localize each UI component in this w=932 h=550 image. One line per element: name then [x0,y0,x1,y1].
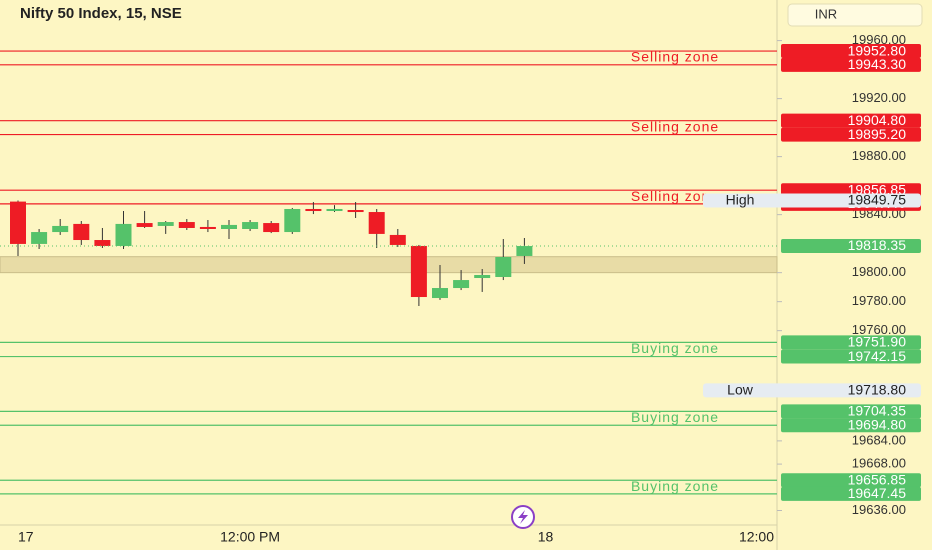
candle-body [284,208,301,233]
zone-label: Selling zone [631,118,719,134]
lightning-icon [518,510,528,524]
y-tick-label: 19668.00 [852,456,906,471]
price-label-box [781,239,921,254]
price-label: 19742.15 [848,348,907,364]
currency-box[interactable] [787,3,923,27]
marker-name: High [726,192,755,208]
candle-body [178,222,195,228]
price-label-box [781,349,921,364]
y-tick-label: 19800.00 [852,264,906,279]
candle-body [73,223,90,241]
marker-box [703,383,921,398]
candle-body [52,225,69,233]
price-label: 19656.85 [848,471,907,487]
y-tick-label: 19684.00 [852,432,906,447]
price-label-box [781,335,921,350]
candle-body [368,212,385,234]
marker-price: 19718.80 [848,382,907,398]
price-label-box [781,418,921,433]
candle-body [136,223,153,227]
zone-label: Buying zone [631,340,719,356]
candle-body [242,222,259,229]
price-label-box [781,44,921,59]
y-tick-label: 19920.00 [852,90,906,105]
candle-body [115,223,132,246]
candle-body [263,223,280,233]
x-tick-label: 12:00 PM [220,529,280,545]
candle-body [410,245,427,298]
candle-body [453,280,470,289]
currency: INR [815,6,837,21]
x-tick-label: 17 [18,529,34,545]
candle-body [474,274,491,279]
price-axis: 19960.0019920.0019880.0019840.0019800.00… [703,32,921,517]
price-label-box [781,113,921,128]
y-tick-label: 19960.00 [852,32,906,47]
y-tick-label: 19636.00 [852,502,906,517]
chart-title: Nifty 50 Index, 15, NSE [20,5,182,22]
price-label: 19647.45 [848,485,907,501]
price-label: 19856.85 [848,181,907,197]
price-label-box [781,57,921,72]
price-label: 19818.35 [848,237,907,253]
zone-label: Buying zone [631,409,719,425]
candle-body [389,234,406,245]
candle-body [432,288,448,299]
price-label-box [781,404,921,419]
y-tick-label: 19780.00 [852,293,906,308]
x-tick-label: 18 [538,529,554,545]
x-tick-label: 12:00 [739,529,774,545]
zone-label: Buying zone [631,478,719,494]
zone-label: Selling zone [631,188,719,204]
price-label-box [781,473,921,488]
price-label: 19904.80 [848,112,907,128]
price-label: 19952.80 [848,42,907,58]
marker-price: 19849.75 [848,192,907,208]
candle-body [326,208,343,212]
zone-label: Selling zone [631,49,719,65]
candle-body [495,256,512,278]
price-band [0,256,778,274]
candle-body [305,208,322,212]
candle-body [347,210,364,213]
price-label: 19751.90 [848,334,907,350]
candle-body [221,224,237,229]
marker-name: Low [727,382,754,398]
price-label-box [781,486,921,501]
y-tick-label: 19760.00 [852,322,906,337]
price-label-box [781,127,921,142]
candle-body [157,222,174,226]
candle-body [199,226,216,229]
price-label: 19895.20 [848,126,907,142]
candle-body [31,232,48,244]
candle-body [516,246,533,256]
y-tick-label: 19880.00 [852,148,906,163]
candle-body [94,240,111,246]
candle-body [10,201,26,244]
price-label: 19694.80 [848,416,907,432]
marker-box [703,193,921,208]
price-label: 19704.35 [848,403,907,419]
plot: Selling zone Selling zone Selling zone Buyi… [0,49,778,495]
price-label: 19943.30 [848,56,907,72]
